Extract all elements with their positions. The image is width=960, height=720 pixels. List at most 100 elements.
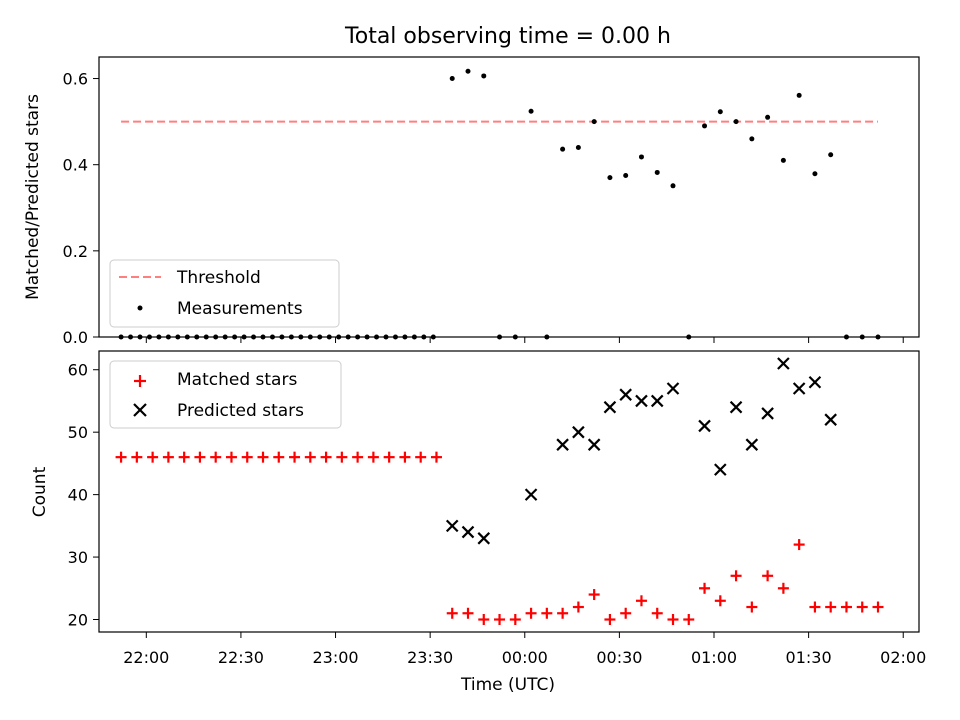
predicted-star-point — [650, 394, 664, 408]
legend-predicted-marker — [133, 403, 147, 417]
predicted-star-point — [587, 438, 601, 451]
top-ytick-label: 0.6 — [63, 70, 88, 89]
matched-star-point — [525, 607, 537, 619]
matched-star-point — [809, 601, 821, 613]
chart-title: Total observing time = 0.00 h — [344, 24, 671, 49]
top-legend: Threshold Measurements — [109, 259, 340, 328]
xtick-label: 00:00 — [502, 648, 548, 667]
matched-star-point — [793, 539, 805, 551]
measurement-point — [765, 114, 771, 120]
matched-star-point — [620, 607, 632, 619]
predicted-star-point — [477, 532, 491, 545]
predicted-star-point — [824, 413, 837, 426]
xtick-label: 22:00 — [123, 648, 169, 667]
xtick-label: 00:30 — [596, 648, 642, 667]
predicted-star-point — [745, 438, 759, 451]
matched-star-point — [115, 451, 127, 463]
legend-matched-label: Matched stars — [177, 370, 297, 390]
matched-star-point — [131, 451, 143, 463]
measurement-point — [481, 73, 487, 79]
top-ytick-label: 0.4 — [63, 156, 88, 175]
measurement-point — [702, 123, 708, 129]
matched-star-point — [304, 451, 316, 463]
matched-star-point — [257, 451, 269, 463]
bottom-ylabel: Count — [30, 466, 50, 517]
matched-star-point — [430, 451, 442, 463]
top-legend-box — [109, 259, 340, 328]
matched-star-point — [210, 451, 222, 463]
matched-star-point — [604, 614, 616, 626]
matched-star-point — [367, 451, 379, 463]
xtick-label: 22:30 — [218, 648, 264, 667]
predicted-star-point — [603, 400, 617, 414]
matched-star-point — [856, 601, 868, 613]
measurement-point — [717, 109, 723, 115]
legend-threshold-label: Threshold — [176, 268, 261, 288]
matched-star-point — [509, 614, 521, 626]
measurement-point — [449, 76, 455, 82]
top-ylabel: Matched/Predicted stars — [23, 94, 43, 300]
legend-predicted-label: Predicted stars — [177, 401, 304, 421]
xtick-label: 23:30 — [407, 648, 453, 667]
predicted-star-point — [777, 357, 790, 370]
measurement-point — [575, 144, 581, 150]
predicted-star-point — [556, 438, 569, 451]
matched-star-point — [383, 451, 395, 463]
matched-star-point — [762, 570, 774, 582]
bottom-panel: 22:00 22:30 23:00 23:30 00:00 00:30 01:00 01:30… — [30, 350, 926, 695]
measurement-point — [812, 171, 818, 177]
matched-star-point — [415, 451, 427, 463]
matched-star-point — [336, 451, 348, 463]
measurement-point — [465, 68, 471, 74]
matched-star-point — [289, 451, 301, 463]
measurement-point — [733, 119, 739, 125]
bottom-ytick-label: 50 — [68, 423, 88, 442]
predicted-star-point — [572, 425, 585, 439]
matched-star-point — [557, 607, 569, 619]
matched-star-point — [730, 570, 742, 582]
legend-measurements-marker — [137, 305, 143, 311]
bottom-ytick-label: 30 — [68, 548, 88, 567]
top-plot-area: 0.0 0.2 0.4 0.6 — [63, 68, 904, 347]
matched-star-point — [667, 614, 679, 626]
predicted-star-point — [792, 382, 806, 395]
predicted-star-point — [729, 400, 743, 414]
bottom-ytick-label: 40 — [68, 486, 88, 505]
xtick-label: 01:00 — [691, 648, 737, 667]
predicted-star-point — [619, 388, 632, 401]
matched-star-point — [635, 595, 647, 607]
top-ytick-label: 0.2 — [63, 242, 88, 261]
predicted-star-point — [524, 488, 538, 501]
matched-star-point — [825, 601, 837, 613]
matched-star-point — [588, 589, 600, 601]
top-panel: Total observing time = 0.00 h 0.00.20.40… — [23, 24, 920, 347]
measurement-point — [638, 154, 644, 160]
xtick-label: 02:00 — [880, 648, 926, 667]
matched-star-point — [651, 607, 663, 619]
predicted-star-point — [445, 519, 459, 533]
measurement-point — [560, 146, 566, 152]
matched-star-point — [699, 582, 711, 594]
measurement-point — [749, 136, 755, 142]
top-ytick-label: 0.0 — [63, 328, 88, 347]
bottom-ytick-label: 20 — [68, 611, 88, 630]
legend-measurements-label: Measurements — [177, 299, 303, 319]
predicted-star-point — [714, 463, 727, 476]
matched-star-point — [572, 601, 584, 613]
matched-star-point — [683, 614, 695, 626]
predicted-star-point — [808, 375, 822, 389]
matched-star-point — [194, 451, 206, 463]
predicted-star-point — [635, 394, 648, 408]
matched-star-point — [446, 607, 458, 619]
matched-star-point — [320, 451, 332, 463]
matched-star-point — [273, 451, 285, 463]
matched-star-point — [241, 451, 253, 463]
bottom-legend: Matched stars Predicted stars — [109, 360, 342, 429]
measurement-point — [607, 175, 613, 181]
matched-star-point — [225, 451, 237, 463]
measurement-point — [654, 169, 660, 175]
matched-star-point — [147, 451, 159, 463]
predicted-star-point — [461, 525, 475, 539]
matched-star-point — [746, 601, 758, 613]
xtick-label: 01:30 — [786, 648, 832, 667]
